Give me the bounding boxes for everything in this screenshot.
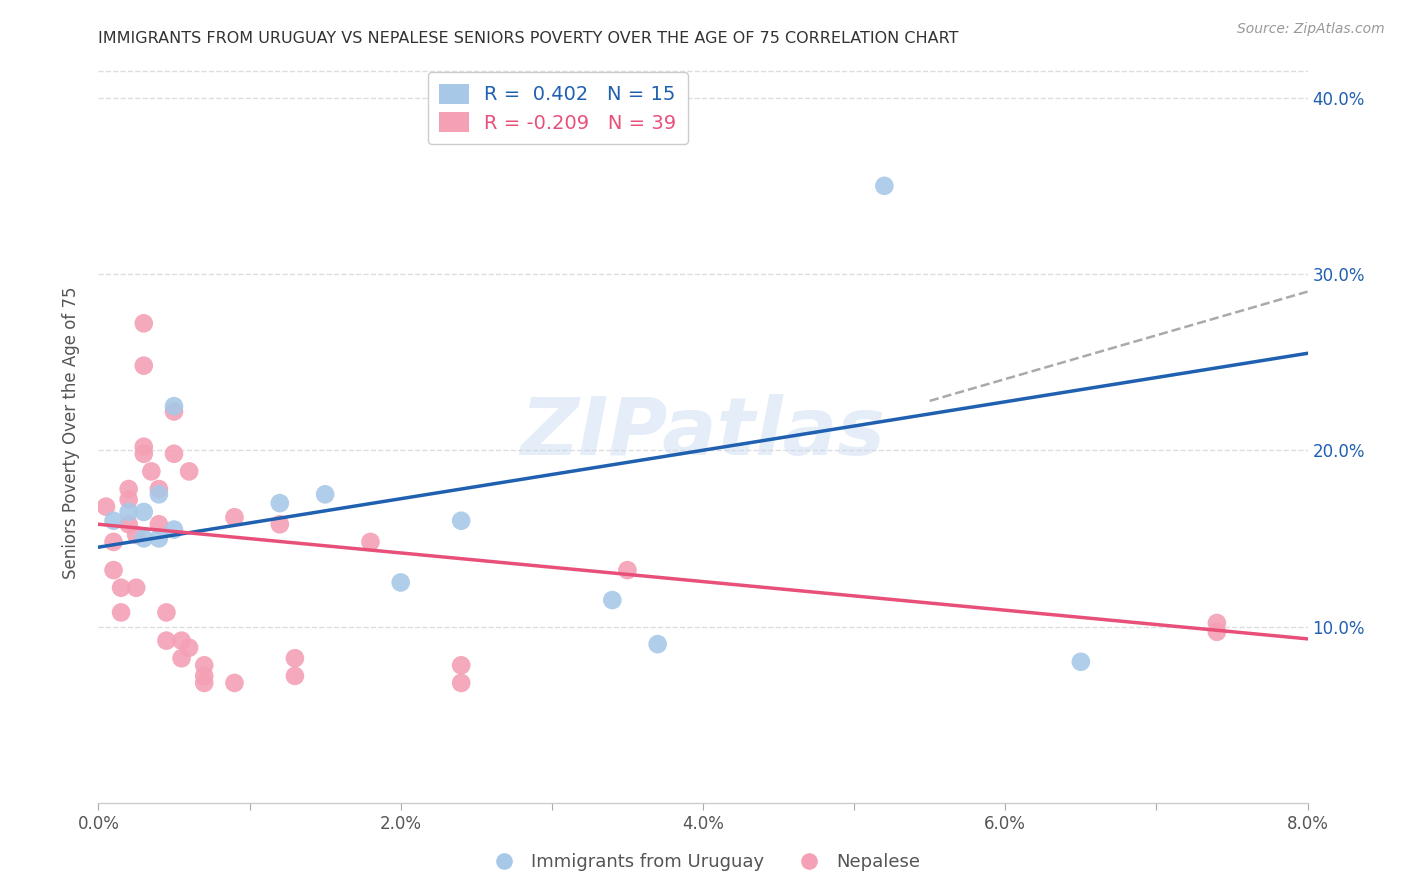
Point: [118, 492, 141, 507]
Y-axis label: Seniors Poverty Over the Age of 75: Seniors Poverty Over the Age of 75: [62, 286, 80, 579]
Point: [132, 505, 155, 519]
Point: [132, 532, 155, 546]
Point: [284, 669, 307, 683]
Point: [103, 535, 125, 549]
Point: [118, 517, 141, 532]
Point: [163, 447, 186, 461]
Point: [155, 606, 177, 620]
Point: [193, 669, 215, 683]
Point: [148, 487, 170, 501]
Point: [602, 593, 624, 607]
Point: [125, 528, 148, 542]
Legend: Immigrants from Uruguay, Nepalese: Immigrants from Uruguay, Nepalese: [478, 847, 928, 879]
Point: [132, 447, 155, 461]
Point: [110, 606, 132, 620]
Text: Source: ZipAtlas.com: Source: ZipAtlas.com: [1237, 22, 1385, 37]
Point: [193, 676, 215, 690]
Point: [141, 464, 163, 478]
Point: [450, 676, 472, 690]
Point: [103, 514, 125, 528]
Point: [132, 316, 155, 330]
Point: [148, 517, 170, 532]
Point: [163, 399, 186, 413]
Point: [873, 178, 896, 193]
Point: [155, 633, 177, 648]
Point: [125, 581, 148, 595]
Legend: R =  0.402   N = 15, R = -0.209   N = 39: R = 0.402 N = 15, R = -0.209 N = 39: [427, 72, 688, 145]
Point: [450, 514, 472, 528]
Point: [360, 535, 382, 549]
Point: [269, 496, 291, 510]
Point: [170, 651, 193, 665]
Point: [647, 637, 669, 651]
Point: [103, 563, 125, 577]
Point: [118, 505, 141, 519]
Point: [163, 523, 186, 537]
Point: [163, 404, 186, 418]
Point: [132, 440, 155, 454]
Point: [314, 487, 336, 501]
Point: [284, 651, 307, 665]
Point: [616, 563, 638, 577]
Point: [148, 482, 170, 496]
Point: [179, 464, 201, 478]
Point: [148, 532, 170, 546]
Point: [110, 581, 132, 595]
Point: [269, 517, 291, 532]
Point: [389, 575, 412, 590]
Point: [193, 658, 215, 673]
Point: [224, 510, 246, 524]
Point: [1206, 615, 1229, 630]
Point: [132, 359, 155, 373]
Point: [179, 640, 201, 655]
Point: [224, 676, 246, 690]
Point: [94, 500, 117, 514]
Point: [450, 658, 472, 673]
Point: [118, 482, 141, 496]
Text: ZIPatlas: ZIPatlas: [520, 393, 886, 472]
Point: [170, 633, 193, 648]
Point: [1070, 655, 1092, 669]
Point: [1206, 624, 1229, 639]
Text: IMMIGRANTS FROM URUGUAY VS NEPALESE SENIORS POVERTY OVER THE AGE OF 75 CORRELATI: IMMIGRANTS FROM URUGUAY VS NEPALESE SENI…: [98, 31, 959, 46]
